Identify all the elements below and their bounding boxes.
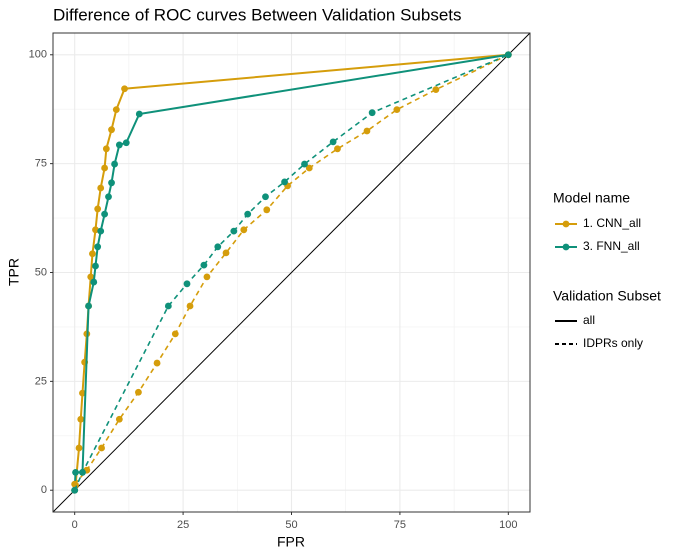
roc-point bbox=[368, 109, 376, 117]
legend-title: Validation Subset bbox=[553, 288, 661, 304]
roc-line bbox=[73, 53, 509, 491]
legend-label: IDPRs only bbox=[583, 336, 643, 350]
roc-point bbox=[92, 226, 99, 234]
roc-point bbox=[334, 145, 341, 153]
y-tick-label: 75 bbox=[35, 158, 47, 170]
roc-point bbox=[101, 210, 109, 218]
roc-point bbox=[281, 178, 288, 186]
roc-point bbox=[214, 243, 222, 251]
roc-point bbox=[329, 138, 337, 146]
roc-point bbox=[305, 164, 313, 172]
y-tick-label: 50 bbox=[35, 266, 47, 278]
roc-point bbox=[203, 273, 211, 281]
y-tick-label: 25 bbox=[35, 375, 47, 387]
roc-point bbox=[121, 85, 128, 93]
chart-title: Difference of ROC curves Between Validat… bbox=[53, 5, 462, 24]
roc-line bbox=[73, 54, 509, 491]
roc-point bbox=[504, 51, 512, 59]
roc-point bbox=[135, 388, 142, 396]
x-tick-label: 100 bbox=[499, 519, 517, 531]
roc-point bbox=[77, 415, 85, 423]
roc-point bbox=[85, 302, 92, 310]
roc-point bbox=[72, 468, 79, 476]
y-axis-title: TPR bbox=[6, 258, 22, 286]
legend-title: Model name bbox=[553, 190, 630, 206]
x-tick-label: 25 bbox=[177, 519, 189, 531]
roc-point bbox=[97, 184, 105, 192]
roc-point bbox=[393, 106, 401, 114]
roc-point bbox=[222, 249, 230, 257]
plot-area bbox=[71, 51, 512, 494]
roc-point bbox=[108, 126, 115, 134]
roc-point bbox=[102, 145, 110, 153]
roc-point bbox=[92, 262, 99, 270]
y-tick-label: 100 bbox=[29, 49, 47, 61]
legend-point bbox=[562, 243, 570, 251]
roc-point bbox=[112, 106, 120, 114]
roc-point bbox=[101, 164, 109, 172]
legend-label: all bbox=[583, 313, 595, 327]
roc-point bbox=[230, 227, 238, 235]
roc-point bbox=[186, 302, 194, 310]
roc-point bbox=[90, 278, 98, 286]
roc-point bbox=[79, 389, 86, 397]
x-tick-label: 50 bbox=[285, 519, 297, 531]
roc-point bbox=[71, 486, 79, 494]
roc-point bbox=[89, 250, 96, 258]
roc-point bbox=[301, 160, 308, 168]
roc-point bbox=[115, 141, 123, 149]
roc-point bbox=[108, 179, 115, 187]
roc-point bbox=[79, 468, 86, 476]
roc-point bbox=[111, 160, 118, 168]
roc-point bbox=[105, 193, 112, 201]
legend-label: 1. CNN_all bbox=[583, 216, 641, 230]
roc-point bbox=[262, 193, 269, 201]
roc-point bbox=[153, 359, 161, 367]
roc-point bbox=[363, 127, 371, 135]
legend-point bbox=[562, 220, 570, 228]
x-tick-label: 0 bbox=[72, 519, 78, 531]
roc-point bbox=[171, 330, 179, 338]
roc-point bbox=[87, 273, 95, 281]
x-tick-label: 75 bbox=[394, 519, 406, 531]
roc-point bbox=[75, 444, 83, 452]
legend-label: 3. FNN_all bbox=[583, 239, 640, 253]
roc-point bbox=[135, 110, 143, 118]
roc-point bbox=[432, 86, 440, 94]
roc-point bbox=[97, 227, 105, 235]
roc-point bbox=[98, 444, 105, 452]
x-axis-title: FPR bbox=[277, 534, 305, 550]
roc-point bbox=[94, 205, 102, 213]
roc-point bbox=[115, 415, 123, 423]
roc-point bbox=[244, 210, 252, 218]
roc-point bbox=[122, 139, 130, 147]
roc-point bbox=[183, 280, 191, 288]
roc-point bbox=[164, 302, 172, 310]
diagonal-reference bbox=[52, 32, 531, 513]
roc-point bbox=[240, 226, 248, 234]
y-tick-label: 0 bbox=[41, 484, 47, 496]
roc-point bbox=[263, 206, 271, 214]
roc-point bbox=[200, 261, 208, 269]
roc-point bbox=[94, 243, 102, 251]
